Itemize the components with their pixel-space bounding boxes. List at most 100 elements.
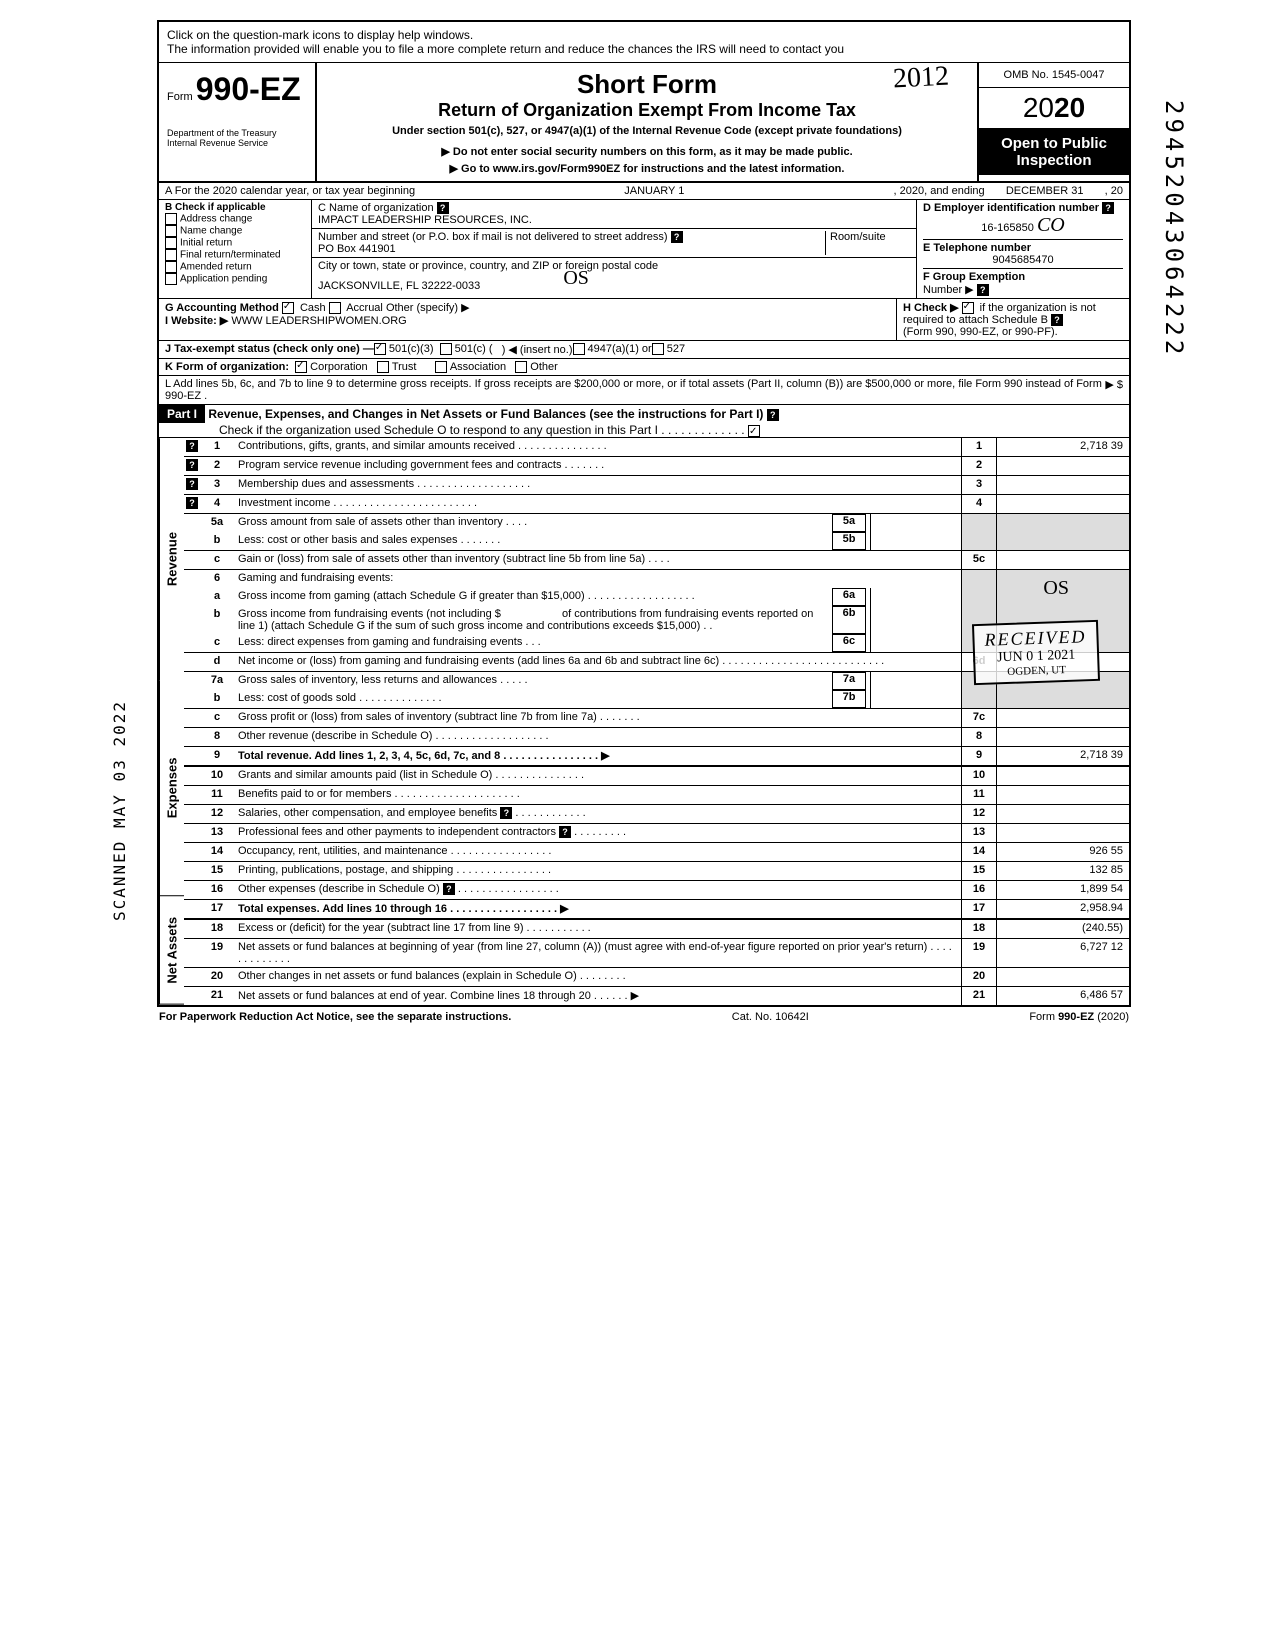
line-1-num: 1 — [200, 438, 234, 456]
footer: For Paperwork Reduction Act Notice, see … — [153, 1007, 1135, 1027]
line-21-num: 21 — [200, 987, 234, 1005]
line-10-box: 10 — [961, 767, 997, 785]
goto-instructions: ▶ Go to www.irs.gov/Form990EZ for instru… — [323, 162, 971, 175]
help-icon[interactable]: ? — [186, 497, 198, 509]
line-21-desc: Net assets or fund balances at end of ye… — [234, 987, 961, 1005]
checkbox-schedule-o[interactable] — [748, 425, 760, 437]
phone-label: E Telephone number — [923, 242, 1031, 254]
part1-title: Revenue, Expenses, and Changes in Net As… — [208, 407, 763, 421]
tax-year: 2020 — [979, 88, 1129, 129]
checkbox-trust[interactable] — [377, 361, 389, 373]
line-6-shaded — [961, 570, 997, 588]
addr-label: Number and street (or P.O. box if mail i… — [318, 231, 668, 243]
line-12-amount — [997, 805, 1129, 823]
year-prefix: 20 — [1023, 92, 1054, 123]
received-stamp: RECEIVED JUN 0 1 2021 OGDEN, UT — [972, 620, 1100, 685]
row-l-tail: ▶ $ — [1105, 378, 1123, 402]
line-17-box: 17 — [961, 900, 997, 918]
line-7c-box: 7c — [961, 709, 997, 727]
checkbox-501c3[interactable] — [374, 343, 386, 355]
row-l-text: L Add lines 5b, 6c, and 7b to line 9 to … — [165, 378, 1105, 402]
line-2-num: 2 — [200, 457, 234, 475]
checkbox-4947[interactable] — [573, 343, 585, 355]
line-11-desc: Benefits paid to or for members . . . . … — [234, 786, 961, 804]
org-address: PO Box 441901 — [318, 243, 396, 255]
checkbox-accrual[interactable] — [329, 302, 341, 314]
checkbox-501c[interactable] — [440, 343, 452, 355]
line-6b-sub-amount — [870, 606, 961, 634]
checkbox-final-return[interactable] — [165, 249, 177, 261]
open-to-public: Open to Public Inspection — [979, 129, 1129, 175]
h-text1: if the organization is not — [980, 302, 1096, 314]
line-13-amount — [997, 824, 1129, 842]
line-6b-desc: Gross income from fundraising events (no… — [234, 606, 828, 634]
label-501c3: 501(c)(3) — [389, 343, 434, 356]
line-3-box: 3 — [961, 476, 997, 494]
line-16-amount: 1,899 54 — [997, 881, 1129, 899]
line-7b-num: b — [200, 690, 234, 708]
checkbox-association[interactable] — [435, 361, 447, 373]
vertical-number-stamp: 29452043064222 — [1160, 100, 1188, 358]
label-corporation: Corporation — [310, 361, 367, 373]
help-icon[interactable]: ? — [186, 478, 198, 490]
line-18-num: 18 — [200, 920, 234, 938]
help-icon[interactable]: ? — [443, 883, 455, 895]
help-icon[interactable]: ? — [1102, 202, 1114, 214]
help-icon[interactable]: ? — [437, 202, 449, 214]
line-5a-innerbox: 5a — [832, 514, 866, 532]
section-b-header: B Check if applicable — [165, 202, 305, 213]
footer-form-ref: Form 990-EZ (2020) — [1029, 1011, 1129, 1023]
line-19-desc: Net assets or fund balances at beginning… — [234, 939, 961, 967]
help-icon[interactable]: ? — [186, 459, 198, 471]
line-11-box: 11 — [961, 786, 997, 804]
room-label: Room/suite — [830, 231, 886, 243]
checkbox-cash[interactable] — [282, 302, 294, 314]
line-17-amount: 2,958.94 — [997, 900, 1129, 918]
line-5-shaded-amt — [997, 514, 1129, 532]
tax-exempt-label: J Tax-exempt status (check only one) — — [165, 343, 374, 356]
handwritten-initial-3: OS — [1043, 577, 1069, 600]
checkbox-name-change[interactable] — [165, 225, 177, 237]
help-icon[interactable]: ? — [1051, 314, 1063, 326]
checkbox-527[interactable] — [652, 343, 664, 355]
checkbox-corporation[interactable] — [295, 361, 307, 373]
row-k: K Form of organization: Corporation Trus… — [159, 359, 1129, 376]
line-1-amount: 2,718 39 — [997, 438, 1129, 456]
checkbox-h[interactable] — [962, 302, 974, 314]
help-icon[interactable]: ? — [977, 284, 989, 296]
line-20-num: 20 — [200, 968, 234, 986]
label-address-change: Address change — [180, 214, 252, 225]
help-icon[interactable]: ? — [559, 826, 571, 838]
line-2-box: 2 — [961, 457, 997, 475]
checkbox-initial-return[interactable] — [165, 237, 177, 249]
help-icon[interactable]: ? — [671, 231, 683, 243]
side-label-netassets: Net Assets — [159, 896, 184, 1005]
form-990ez-container: Click on the question-mark icons to disp… — [157, 20, 1131, 1007]
line-1-box: 1 — [961, 438, 997, 456]
line-3-num: 3 — [200, 476, 234, 494]
checkbox-address-change[interactable] — [165, 213, 177, 225]
omb-number: OMB No. 1545-0047 — [979, 63, 1129, 88]
open-line2: Inspection — [985, 152, 1123, 169]
line-16-num: 16 — [200, 881, 234, 899]
line-13-box: 13 — [961, 824, 997, 842]
handwritten-initial-2: OS — [563, 267, 589, 289]
dept-irs: Internal Revenue Service — [167, 138, 307, 148]
checkbox-application-pending[interactable] — [165, 273, 177, 285]
line-3-amount — [997, 476, 1129, 494]
line-4-box: 4 — [961, 495, 997, 513]
row-a-mid: , 2020, and ending — [894, 185, 985, 197]
row-l: L Add lines 5b, 6c, and 7b to line 9 to … — [159, 376, 1129, 405]
checkbox-amended-return[interactable] — [165, 261, 177, 273]
line-11-amount — [997, 786, 1129, 804]
help-icon[interactable]: ? — [767, 409, 779, 421]
label-4947: 4947(a)(1) or — [588, 343, 652, 356]
help-icon[interactable]: ? — [500, 807, 512, 819]
group-exemption-number-label: Number ▶ — [923, 284, 974, 296]
form-number: 990-EZ — [196, 71, 301, 107]
line-18-box: 18 — [961, 920, 997, 938]
line-6b-innerbox: 6b — [832, 606, 866, 634]
checkbox-other-org[interactable] — [515, 361, 527, 373]
line-14-desc: Occupancy, rent, utilities, and maintena… — [234, 843, 961, 861]
help-icon[interactable]: ? — [186, 440, 198, 452]
